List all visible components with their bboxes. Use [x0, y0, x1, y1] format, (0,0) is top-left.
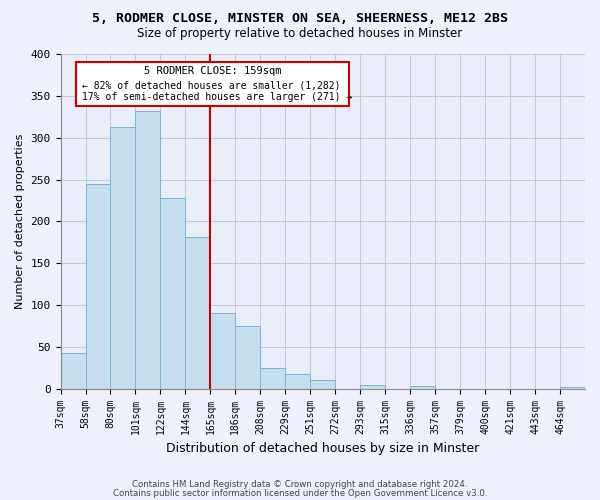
Bar [410, 386, 435, 388]
Text: ← 82% of detached houses are smaller (1,282): ← 82% of detached houses are smaller (1,… [82, 81, 340, 91]
Bar [185, 237, 211, 388]
Bar [260, 368, 286, 388]
FancyBboxPatch shape [76, 62, 349, 106]
Text: Contains public sector information licensed under the Open Government Licence v3: Contains public sector information licen… [113, 488, 487, 498]
Bar [360, 384, 385, 388]
Bar [560, 387, 585, 388]
Bar [235, 326, 260, 388]
Bar [160, 198, 185, 388]
Text: 5, RODMER CLOSE, MINSTER ON SEA, SHEERNESS, ME12 2BS: 5, RODMER CLOSE, MINSTER ON SEA, SHEERNE… [92, 12, 508, 26]
Bar [310, 380, 335, 388]
Bar [86, 184, 110, 388]
Bar [61, 352, 86, 388]
Bar [286, 374, 310, 388]
Y-axis label: Number of detached properties: Number of detached properties [15, 134, 25, 309]
X-axis label: Distribution of detached houses by size in Minster: Distribution of detached houses by size … [166, 442, 479, 455]
Bar [211, 312, 235, 388]
Text: Contains HM Land Registry data © Crown copyright and database right 2024.: Contains HM Land Registry data © Crown c… [132, 480, 468, 489]
Bar [110, 127, 136, 388]
Text: Size of property relative to detached houses in Minster: Size of property relative to detached ho… [137, 28, 463, 40]
Text: 5 RODMER CLOSE: 159sqm: 5 RODMER CLOSE: 159sqm [144, 66, 281, 76]
Bar [136, 111, 160, 388]
Text: 17% of semi-detached houses are larger (271) →: 17% of semi-detached houses are larger (… [82, 92, 352, 102]
